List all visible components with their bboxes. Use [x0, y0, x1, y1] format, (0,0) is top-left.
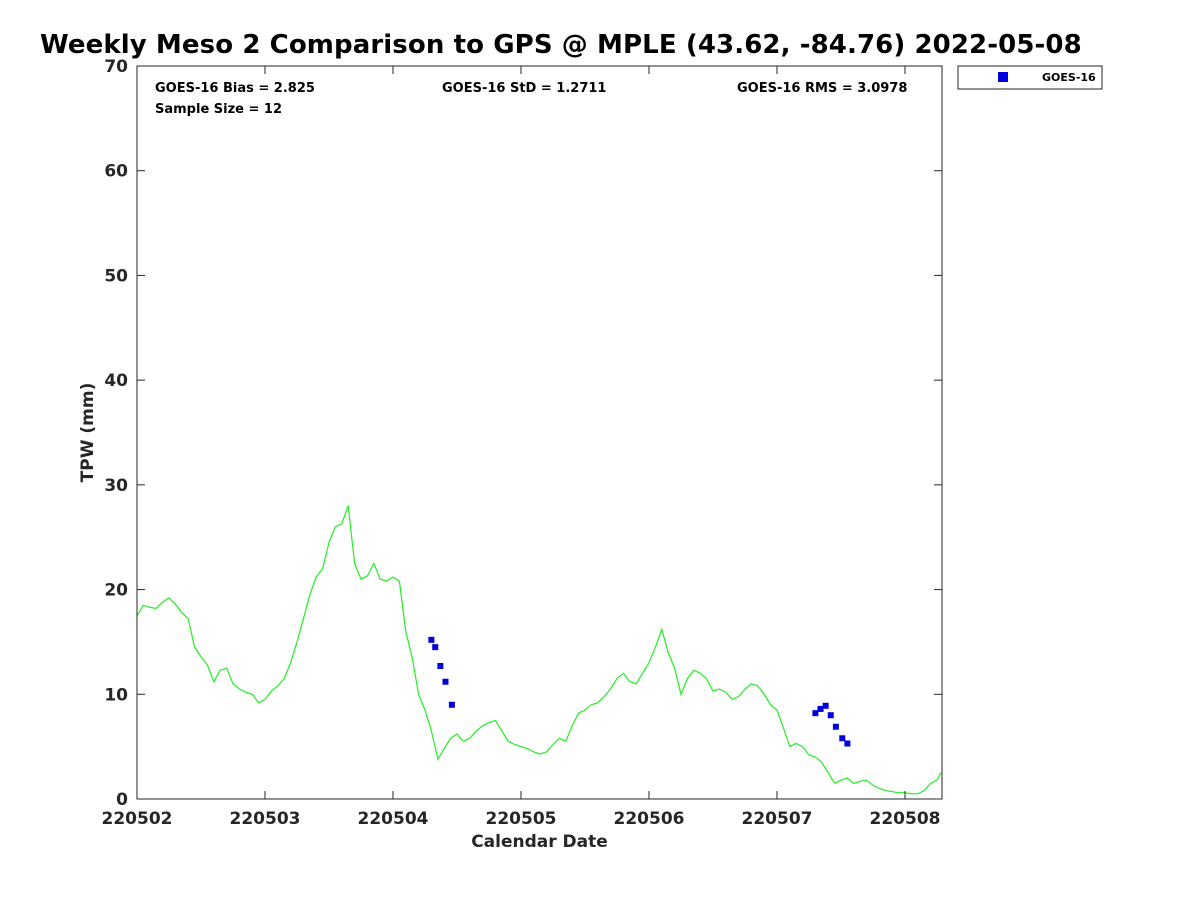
goes16-point: [812, 710, 819, 717]
legend-label: GOES-16: [1042, 71, 1096, 84]
x-tick-label: 220506: [614, 809, 685, 829]
x-tick-label: 220502: [102, 809, 173, 829]
legend-marker: [998, 72, 1008, 82]
goes16-point: [428, 636, 435, 643]
stat-rms: GOES-16 RMS = 3.0978: [737, 81, 907, 96]
x-axis-label: Calendar Date: [471, 832, 608, 852]
y-tick-label: 70: [104, 57, 128, 77]
legend: GOES-16: [957, 65, 1103, 90]
goes16-point: [442, 678, 449, 685]
stat-bias: GOES-16 Bias = 2.825: [155, 81, 315, 96]
x-tick-label: 220504: [358, 809, 429, 829]
y-tick-label: 0: [116, 790, 128, 810]
goes16-point: [822, 702, 829, 709]
x-tick-label: 220503: [230, 809, 301, 829]
goes16-point: [827, 712, 834, 719]
gps-series-line: [136, 505, 942, 795]
legend-box: [957, 65, 1103, 90]
y-tick-label: 30: [104, 476, 128, 496]
stat-sample-size: Sample Size = 12: [155, 102, 282, 117]
goes16-point: [437, 663, 444, 670]
chart-title: Weekly Meso 2 Comparison to GPS @ MPLE (…: [40, 30, 1082, 60]
y-tick-label: 20: [104, 581, 128, 601]
x-tick-label: 220508: [870, 809, 941, 829]
goes16-point: [432, 644, 439, 651]
x-tick-label: 220507: [742, 809, 813, 829]
x-tick-label: 220505: [486, 809, 557, 829]
y-tick-label: 60: [104, 162, 128, 182]
goes16-point: [844, 740, 851, 747]
y-tick-label: 40: [104, 371, 128, 391]
goes16-point: [839, 735, 846, 742]
stat-std: GOES-16 StD = 1.2711: [442, 81, 606, 96]
y-tick-label: 50: [104, 266, 128, 286]
y-tick-label: 10: [104, 685, 128, 705]
y-axis-label: TPW (mm): [78, 383, 98, 483]
goes16-point: [448, 701, 455, 708]
goes16-point: [817, 705, 824, 712]
goes16-point: [832, 723, 839, 730]
plot-frame: [136, 65, 943, 800]
